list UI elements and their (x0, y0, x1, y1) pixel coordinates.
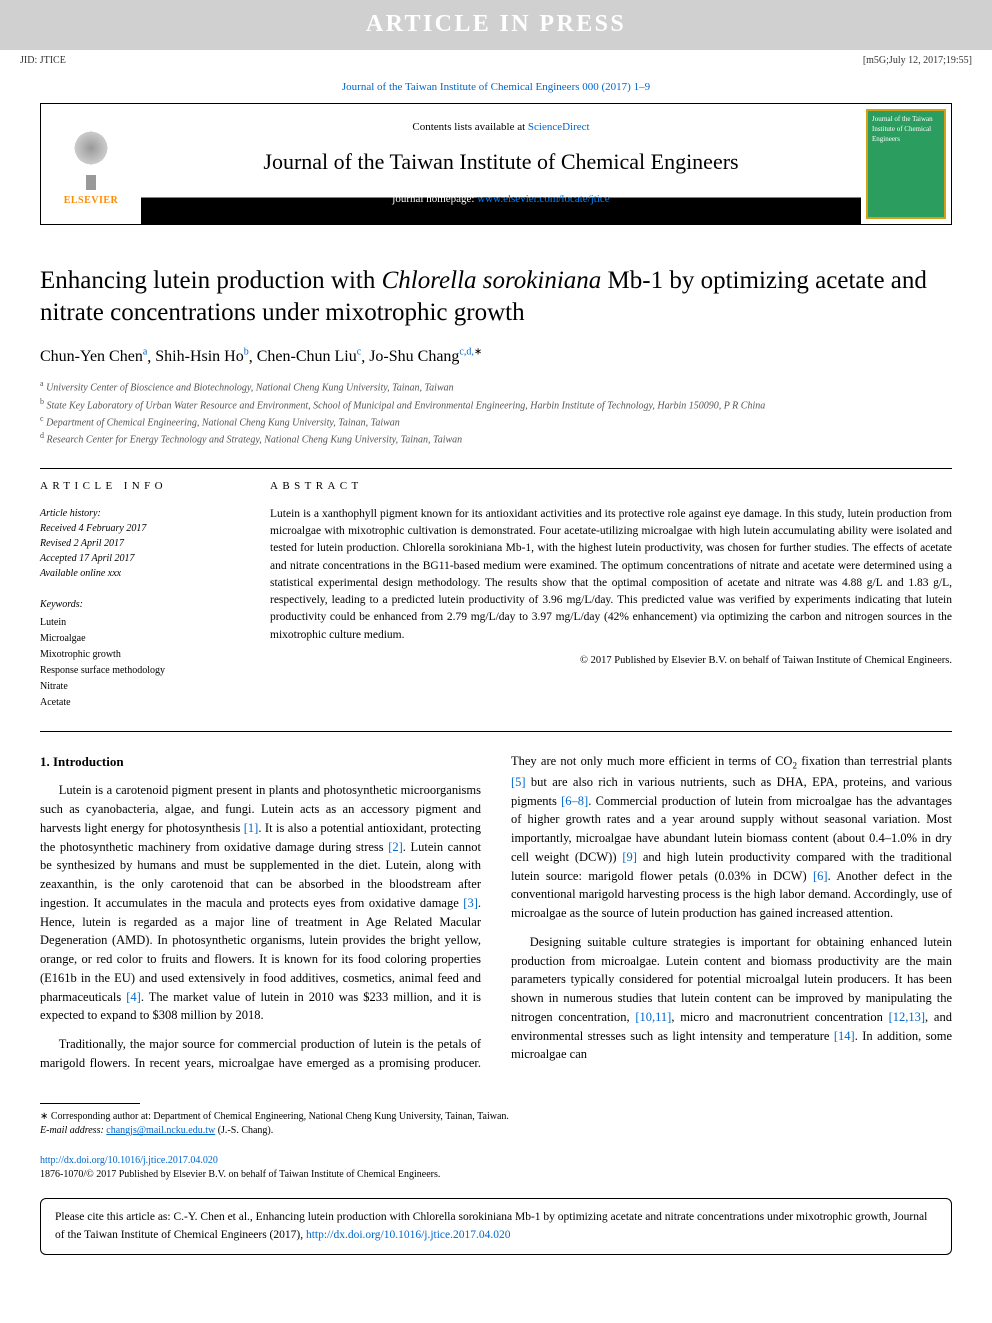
banner-meta-row: JID: JTICE [m5G;July 12, 2017;19:55] (0, 50, 992, 72)
cite-1[interactable]: [1] (244, 821, 259, 835)
doi-link[interactable]: http://dx.doi.org/10.1016/j.jtice.2017.0… (40, 1155, 218, 1166)
cite-6-8[interactable]: [6–8] (561, 794, 588, 808)
cite-6[interactable]: [6] (813, 869, 828, 883)
keyword-1: Microalgae (40, 631, 240, 647)
email-label: E-mail address: (40, 1125, 106, 1136)
meta-right: [m5G;July 12, 2017;19:55] (863, 54, 972, 68)
doi-copyright: 1876-1070/© 2017 Published by Elsevier B… (40, 1169, 440, 1180)
divider-2 (40, 731, 952, 732)
divider-1 (40, 468, 952, 469)
cite-3[interactable]: [3] (463, 896, 478, 910)
keyword-2: Mixotrophic growth (40, 647, 240, 663)
keyword-4: Nitrate (40, 679, 240, 695)
title-pre: Enhancing lutein production with (40, 267, 382, 294)
keywords: Keywords: Lutein Microalgae Mixotrophic … (40, 597, 240, 711)
author-4: Jo-Shu Changc,d,∗ (369, 348, 482, 365)
elsevier-logo: ELSEVIER (41, 104, 141, 224)
email-name: (J.-S. Chang). (215, 1125, 273, 1136)
keyword-3: Response surface methodology (40, 663, 240, 679)
elsevier-label: ELSEVIER (64, 194, 119, 208)
abstract-copyright: © 2017 Published by Elsevier B.V. on beh… (270, 654, 952, 669)
keyword-0: Lutein (40, 615, 240, 631)
abstract-label: abstract (270, 479, 952, 494)
body-columns: 1. Introduction Lutein is a carotenoid p… (0, 742, 992, 1094)
banner-article-in-press: ARTICLE IN PRESS (0, 0, 992, 50)
doi-block: http://dx.doi.org/10.1016/j.jtice.2017.0… (0, 1148, 992, 1188)
authors-line: Chun-Yen Chena, Shih-Hsin Hob, Chen-Chun… (0, 340, 992, 379)
article-meta-row: article info Article history: Received 4… (0, 479, 992, 711)
jid-label: JID: JTICE (20, 54, 66, 68)
intro-p1: Lutein is a carotenoid pigment present i… (40, 781, 481, 1025)
header-center: Contents lists available at ScienceDirec… (141, 104, 861, 224)
affiliation-d: d Research Center for Energy Technology … (40, 430, 952, 447)
cite-4[interactable]: [4] (126, 990, 141, 1004)
journal-reference-link[interactable]: Journal of the Taiwan Institute of Chemi… (342, 81, 650, 93)
sciencedirect-link[interactable]: ScienceDirect (528, 121, 590, 133)
article-history: Article history: Received 4 February 201… (40, 506, 240, 581)
title-species: Chlorella sorokiniana (382, 267, 602, 294)
history-accepted: Accepted 17 April 2017 (40, 551, 240, 566)
intro-p3: Designing suitable culture strategies is… (511, 933, 952, 1064)
citation-doi-link[interactable]: http://dx.doi.org/10.1016/j.jtice.2017.0… (306, 1229, 511, 1241)
email-line: E-mail address: changjs@mail.ncku.edu.tw… (40, 1124, 952, 1138)
history-label: Article history: (40, 506, 240, 521)
affiliation-c: c Department of Chemical Engineering, Na… (40, 413, 952, 430)
intro-heading: 1. Introduction (40, 752, 481, 772)
article-info-column: article info Article history: Received 4… (40, 479, 240, 711)
keyword-5: Acetate (40, 695, 240, 711)
cite-9[interactable]: [9] (622, 850, 637, 864)
cite-12-13[interactable]: [12,13] (889, 1010, 925, 1024)
homepage-prefix: journal homepage: (392, 193, 477, 205)
contents-prefix: Contents lists available at (412, 121, 527, 133)
history-online: Available online xxx (40, 566, 240, 581)
affiliations: a University Center of Bioscience and Bi… (0, 378, 992, 457)
cite-14[interactable]: [14] (834, 1029, 855, 1043)
cite-2[interactable]: [2] (388, 840, 403, 854)
history-revised: Revised 2 April 2017 (40, 536, 240, 551)
history-received: Received 4 February 2017 (40, 521, 240, 536)
journal-reference-line: Journal of the Taiwan Institute of Chemi… (0, 72, 992, 103)
author-3: Chen-Chun Liuc (257, 348, 361, 365)
journal-header-box: ELSEVIER Contents lists available at Sci… (40, 103, 952, 225)
affiliation-b: b State Key Laboratory of Urban Water Re… (40, 396, 952, 413)
author-1: Chun-Yen Chena (40, 348, 147, 365)
email-link[interactable]: changjs@mail.ncku.edu.tw (106, 1125, 215, 1136)
article-info-label: article info (40, 479, 240, 494)
abstract-text: Lutein is a xanthophyll pigment known fo… (270, 506, 952, 644)
footnotes: ∗ Corresponding author at: Department of… (0, 1110, 992, 1148)
citation-box: Please cite this article as: C.-Y. Chen … (40, 1198, 952, 1255)
keywords-label: Keywords: (40, 597, 240, 613)
homepage-link[interactable]: www.elsevier.com/locate/jtice (477, 193, 609, 205)
abstract-column: abstract Lutein is a xanthophyll pigment… (270, 479, 952, 711)
cite-10-11[interactable]: [10,11] (635, 1010, 671, 1024)
corresp-author: ∗ Corresponding author at: Department of… (40, 1110, 952, 1124)
footnote-separator (40, 1103, 140, 1104)
author-2: Shih-Hsin Hob (155, 348, 248, 365)
cover-title: Journal of the Taiwan Institute of Chemi… (872, 115, 940, 144)
journal-title: Journal of the Taiwan Institute of Chemi… (141, 135, 861, 192)
cite-5[interactable]: [5] (511, 775, 526, 789)
affiliation-a: a University Center of Bioscience and Bi… (40, 378, 952, 395)
journal-cover-thumbnail: Journal of the Taiwan Institute of Chemi… (866, 109, 946, 219)
article-title: Enhancing lutein production with Chlorel… (0, 245, 992, 340)
elsevier-tree-icon (56, 120, 126, 190)
